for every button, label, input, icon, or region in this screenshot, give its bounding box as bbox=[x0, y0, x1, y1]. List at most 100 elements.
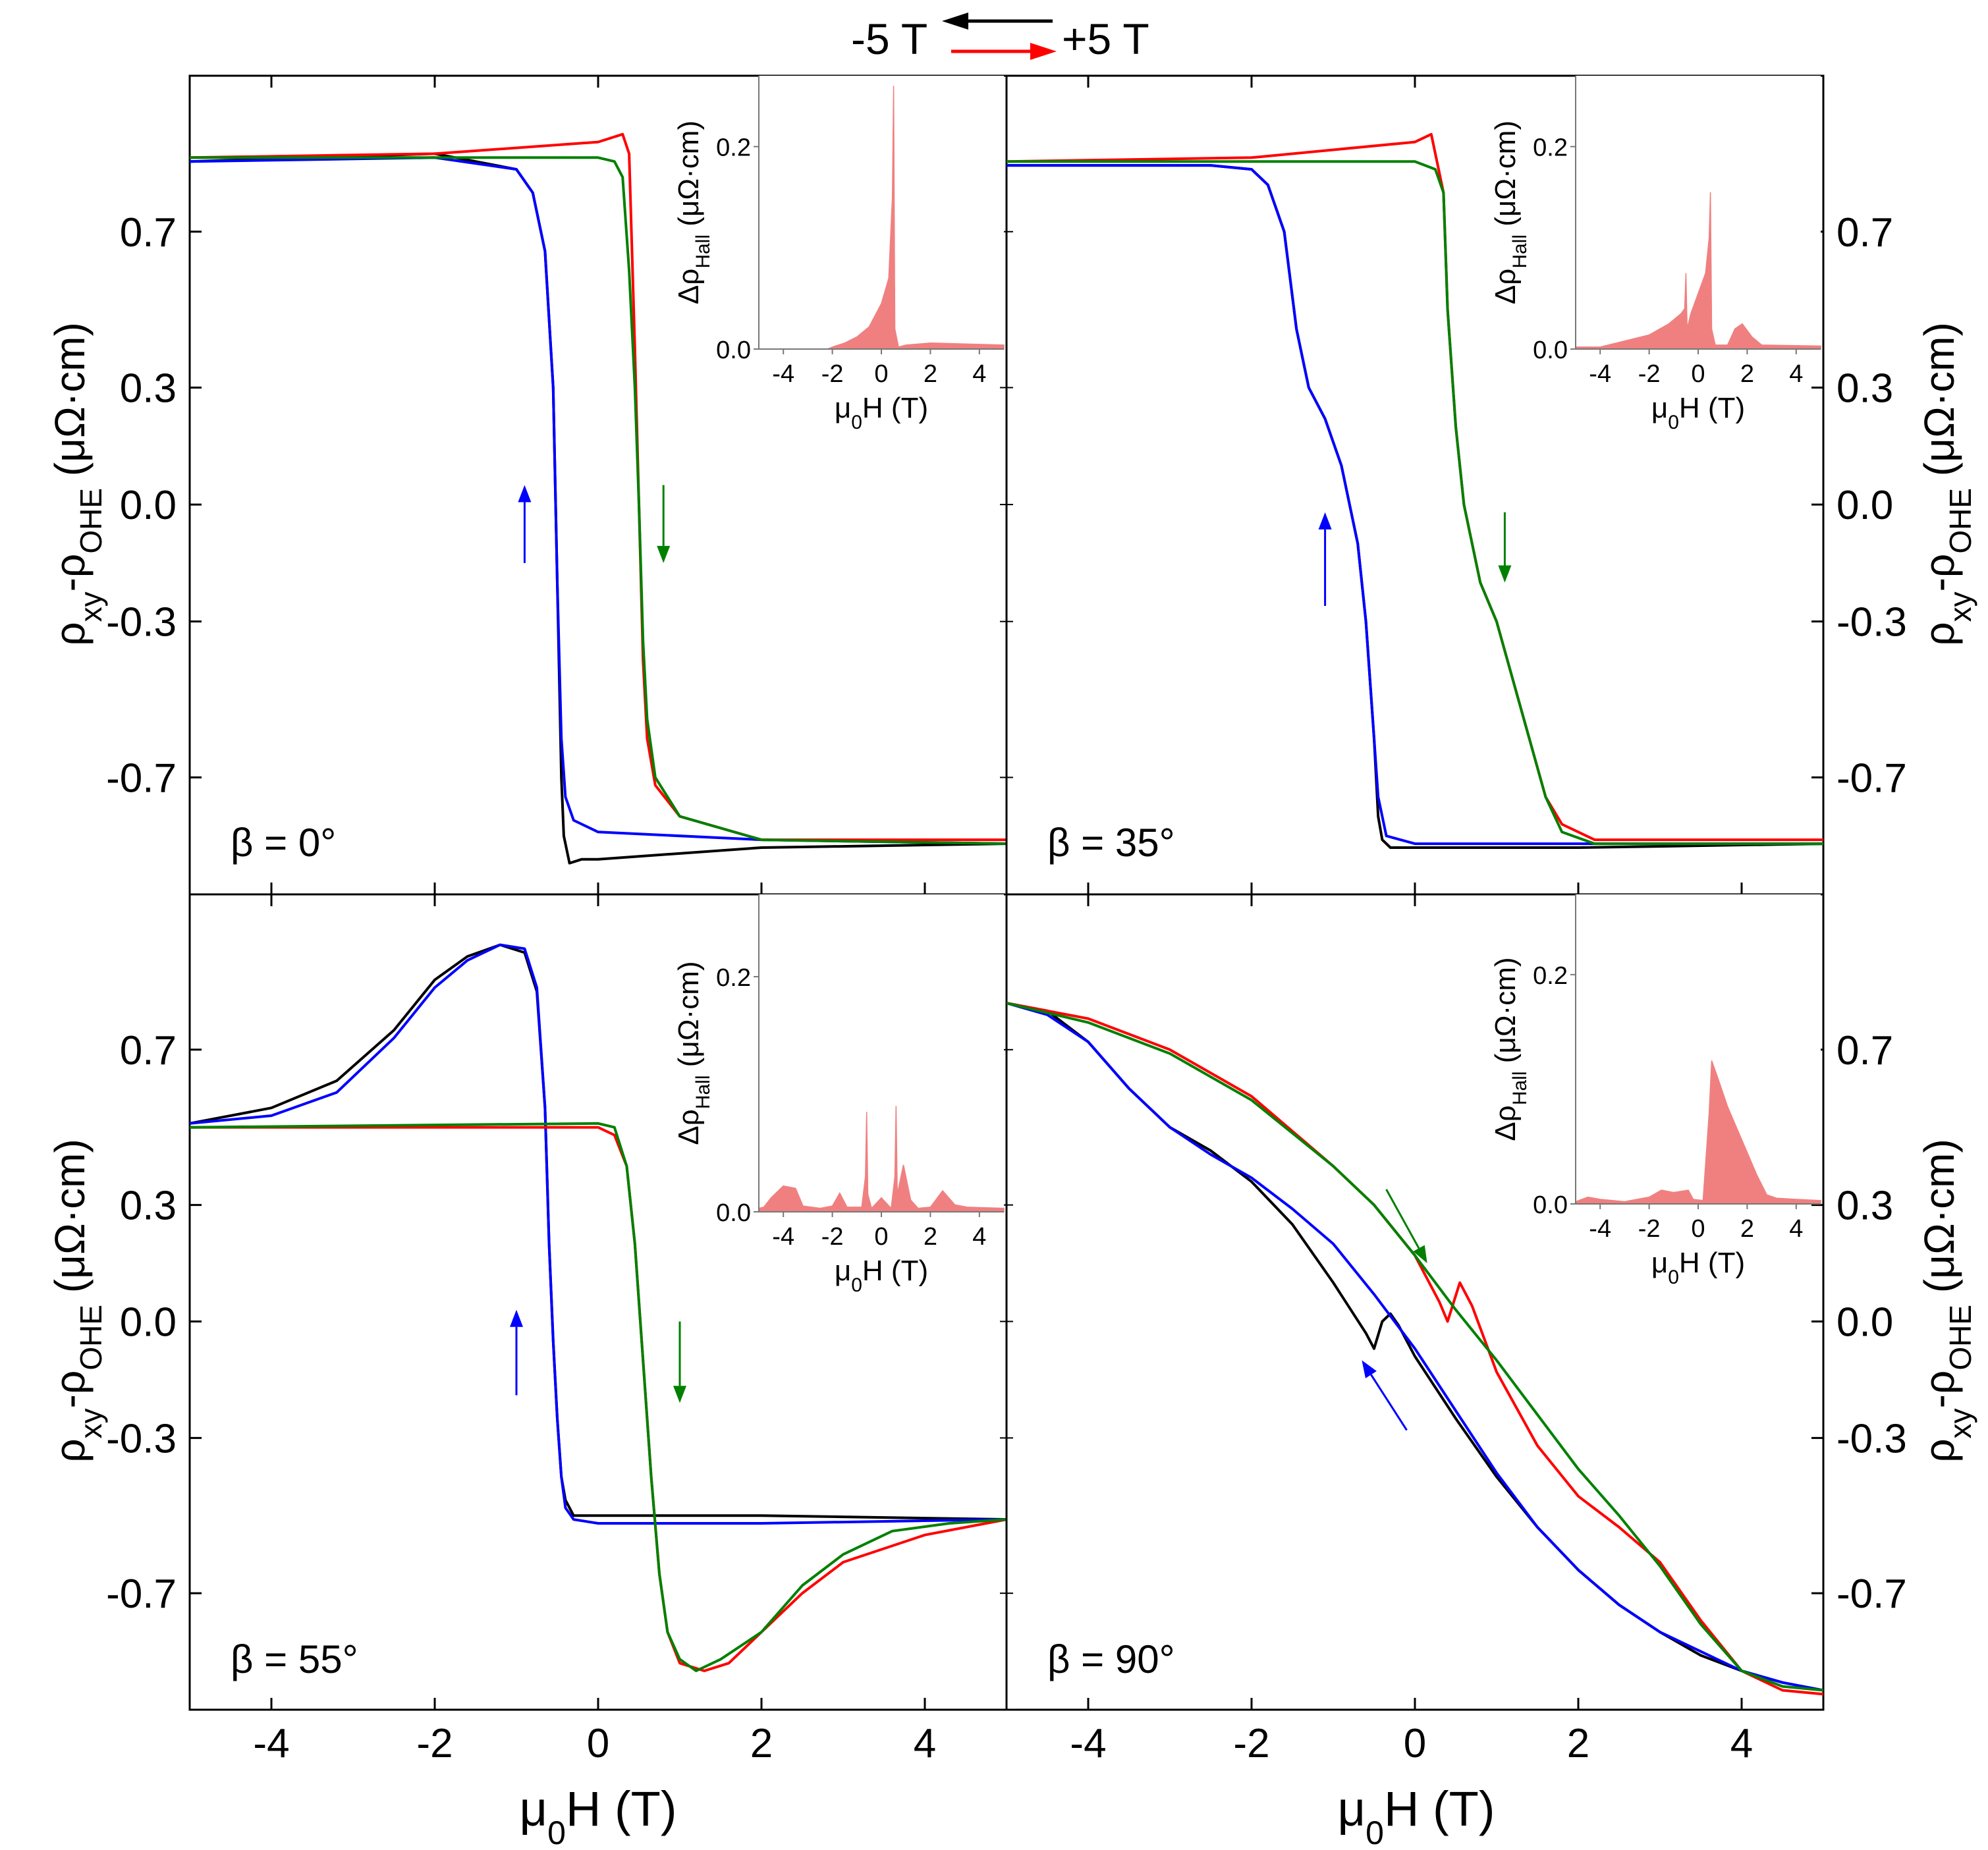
x-tick-label: 2 bbox=[750, 1721, 773, 1766]
inset-y-tick-label: 0.2 bbox=[716, 134, 751, 162]
inset-x-axis-label: μ0H (T) bbox=[1651, 1247, 1745, 1288]
y-tick-label: 0.7 bbox=[120, 1028, 177, 1074]
y-tick-label: 0.3 bbox=[1836, 1183, 1893, 1229]
inset-y-axis-label-main: Δρ bbox=[673, 1109, 705, 1145]
inset-y-tick-label: 0.0 bbox=[1533, 1191, 1568, 1219]
inset-x-tick-label: 4 bbox=[1789, 360, 1803, 388]
y-tick-label: -0.3 bbox=[1836, 600, 1907, 645]
inset-x-axis-label-main: μ bbox=[1651, 1247, 1668, 1279]
x-tick-label: -4 bbox=[1070, 1721, 1106, 1766]
sweep-arrow-line bbox=[1370, 1374, 1408, 1431]
sweep-arrow-head bbox=[510, 1309, 523, 1327]
inset-x-axis-label-rest: H (T) bbox=[1679, 1247, 1745, 1279]
y-tick-label: 0.7 bbox=[1836, 210, 1893, 256]
panel-beta-90: 0.70.30.0-0.3-0.7-4 -2 0 2 40.00.2-4 -2 0 2 4μ0H… bbox=[1005, 893, 1907, 1766]
y-tick-label: -0.3 bbox=[106, 1416, 177, 1461]
inset-y-axis-label-unit: (μΩ·cm) bbox=[1489, 957, 1522, 1071]
inset-y-axis-label-unit: (μΩ·cm) bbox=[1489, 121, 1522, 234]
y-tick-label: 0.3 bbox=[120, 1183, 177, 1229]
sweep-arrow-head bbox=[657, 545, 671, 563]
inset-x-axis-label-sub: 0 bbox=[1668, 412, 1679, 433]
inset-difference-area bbox=[759, 86, 1005, 350]
inset-x-tick-label: -4 bbox=[772, 1223, 794, 1251]
inset-x-tick-label: -2 bbox=[821, 360, 844, 388]
inset-background bbox=[759, 894, 1004, 1212]
inset-difference-area bbox=[1575, 192, 1821, 350]
panel-beta-55: 0.70.30.0-0.3-0.7-4 -2 0 2 40.00.2-4 -2 0 2 4μ0H… bbox=[106, 893, 1008, 1766]
inset-y-axis-label-unit: (μΩ·cm) bbox=[673, 961, 705, 1075]
inset-x-tick-label: 2 bbox=[1740, 1215, 1754, 1243]
series-line-green bbox=[190, 1122, 1007, 1672]
inset-y-axis-label-sub: Hall bbox=[1509, 1071, 1531, 1105]
y-tick-label: -0.7 bbox=[1836, 755, 1907, 801]
inset-y-axis-label: ΔρHall (μΩ·cm) bbox=[673, 121, 714, 304]
inset-y-axis-label-main: Δρ bbox=[1489, 1105, 1522, 1141]
y-tick-label: -0.7 bbox=[106, 755, 177, 801]
inset-x-axis-label-sub: 0 bbox=[851, 412, 862, 433]
inset-y-tick-label: 0.2 bbox=[1533, 962, 1568, 990]
inset-x-axis-label-main: μ bbox=[835, 392, 851, 424]
y-tick-label: 0.3 bbox=[120, 366, 177, 412]
series-group bbox=[1007, 1002, 1823, 1696]
x-tick-label: 2 bbox=[1567, 1721, 1589, 1766]
y-axis-label-left-top: ρxy-ρOHE (μΩ·cm) bbox=[46, 322, 108, 646]
inset-y-axis-label-unit: (μΩ·cm) bbox=[673, 121, 705, 234]
inset-difference-area bbox=[1575, 1060, 1821, 1205]
inset-x-tick-label: 0 bbox=[1691, 1215, 1705, 1243]
inset-x-tick-label: 4 bbox=[972, 360, 986, 388]
inset-y-tick-label: 0.2 bbox=[1533, 134, 1568, 162]
inset-x-axis-label-main: μ bbox=[1651, 392, 1668, 424]
y-tick-label: -0.3 bbox=[106, 600, 177, 645]
inset-y-axis-label: ΔρHall (μΩ·cm) bbox=[673, 961, 714, 1145]
y-axis-label-right-bottom: ρxy-ρOHE (μΩ·cm) bbox=[1916, 1139, 1977, 1463]
sweep-arrow-head bbox=[1362, 1360, 1377, 1378]
x-axis-label-left: μ0H (T) bbox=[520, 1782, 677, 1850]
x-tick-label: -2 bbox=[416, 1721, 453, 1766]
panel-title: β = 90° bbox=[1047, 1637, 1175, 1681]
x-tick-label: 4 bbox=[1730, 1721, 1753, 1766]
sweep-arrow-head bbox=[673, 1386, 686, 1403]
series-group bbox=[190, 943, 1007, 1672]
legend-right-label: +5 T bbox=[1062, 14, 1149, 63]
sweep-arrow-head bbox=[1498, 565, 1512, 583]
inset-x-axis-label-rest: H (T) bbox=[862, 392, 928, 424]
series-line-red bbox=[1007, 1002, 1823, 1696]
sweep-arrow-head bbox=[1413, 1245, 1427, 1263]
x-tick-label: 0 bbox=[587, 1721, 609, 1766]
inset-x-axis-label-sub: 0 bbox=[1668, 1266, 1679, 1288]
sweep-arrow-head bbox=[518, 485, 532, 503]
inset-x-axis-label-rest: H (T) bbox=[862, 1255, 928, 1287]
inset-x-tick-label: 4 bbox=[972, 1223, 986, 1251]
y-tick-label: -0.7 bbox=[106, 1571, 177, 1617]
inset-y-tick-label: 0.0 bbox=[716, 1199, 751, 1227]
inset-y-axis-label-sub: Hall bbox=[1509, 234, 1531, 269]
legend-left-label: -5 T bbox=[851, 14, 927, 63]
y-tick-label: 0.0 bbox=[1836, 483, 1893, 528]
inset-y-axis-label-main: Δρ bbox=[673, 269, 705, 304]
x-tick-label: 0 bbox=[1404, 1721, 1426, 1766]
inset-x-axis-label: μ0H (T) bbox=[835, 392, 928, 433]
inset-y-axis-label: ΔρHall (μΩ·cm) bbox=[1489, 121, 1531, 304]
y-tick-label: 0.3 bbox=[1836, 366, 1893, 412]
inset-background bbox=[1576, 894, 1821, 1204]
series-line-green bbox=[190, 156, 1007, 846]
legend-red-arrow-head bbox=[1030, 43, 1057, 60]
inset-y-axis-label: ΔρHall (μΩ·cm) bbox=[1489, 957, 1531, 1141]
inset-x-tick-label: -2 bbox=[1638, 1215, 1661, 1243]
sweep-arrow-head bbox=[1318, 512, 1332, 530]
inset-x-tick-label: -4 bbox=[1589, 1215, 1611, 1243]
inset-y-axis-label-sub: Hall bbox=[692, 234, 714, 269]
inset-x-tick-label: -4 bbox=[772, 360, 794, 388]
series-line-green bbox=[1007, 1002, 1823, 1692]
y-axis-label-left-bottom: ρxy-ρOHE (μΩ·cm) bbox=[46, 1139, 108, 1463]
x-tick-label: -4 bbox=[253, 1721, 289, 1766]
y-tick-label: 0.7 bbox=[120, 210, 177, 256]
inset-x-tick-label: -4 bbox=[1589, 360, 1611, 388]
y-tick-label: 0.0 bbox=[120, 483, 177, 528]
